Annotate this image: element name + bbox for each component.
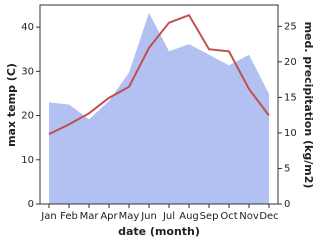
- x-tick-label: Feb: [60, 211, 78, 222]
- x-tick-label: Jun: [140, 211, 157, 222]
- y-tick-label: 0: [28, 199, 34, 210]
- y-tick-label: 10: [21, 155, 34, 166]
- y2-axis-label: med. precipitation (kg/m2): [302, 22, 315, 189]
- plot-frame: [39, 4, 279, 205]
- x-tick-label: Aug: [179, 211, 199, 222]
- x-tick-label: Sep: [200, 211, 219, 222]
- x-tick-label: Dec: [259, 211, 278, 222]
- y2-tick-label: 25: [284, 21, 297, 32]
- chart: date (month) max temp (C) med. precipita…: [5, 4, 315, 238]
- y-tick-label: 30: [21, 66, 34, 77]
- x-tick-label: Apr: [100, 211, 118, 222]
- y-tick-label: 40: [21, 22, 34, 33]
- y2-tick-label: 5: [284, 163, 290, 174]
- x-axis-label: date (month): [118, 225, 200, 238]
- x-tick-label: Mar: [80, 211, 100, 222]
- x-tick-label: May: [119, 211, 140, 222]
- y2-tick-label: 15: [284, 92, 297, 103]
- precip-area: [49, 12, 269, 205]
- y2-tick-label: 20: [284, 57, 297, 68]
- y-axis-label: max temp (C): [5, 63, 18, 147]
- x-tick-label: Oct: [220, 211, 237, 222]
- y2-tick-label: 0: [284, 199, 290, 210]
- y-tick-label: 20: [21, 111, 34, 122]
- y2-tick-label: 10: [284, 128, 297, 139]
- temp-line: [48, 13, 270, 136]
- x-tick-label: Nov: [239, 211, 259, 222]
- x-tick-label: Jan: [40, 211, 56, 222]
- x-tick-label: Jul: [162, 211, 175, 222]
